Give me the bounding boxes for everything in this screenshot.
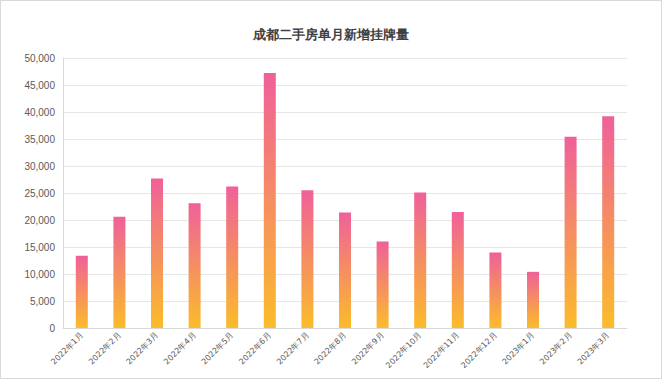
svg-text:2022年4月: 2022年4月 [162, 331, 198, 367]
svg-text:5,000: 5,000 [30, 296, 55, 307]
svg-text:30,000: 30,000 [24, 161, 55, 172]
svg-text:2023年3月: 2023年3月 [576, 331, 612, 367]
svg-text:2022年2月: 2022年2月 [87, 331, 123, 367]
svg-text:10,000: 10,000 [24, 269, 55, 280]
svg-text:2022年10月: 2022年10月 [384, 331, 423, 370]
svg-text:2022年11月: 2022年11月 [422, 331, 461, 370]
svg-text:成都二手房单月新增挂牌量: 成都二手房单月新增挂牌量 [252, 27, 409, 42]
svg-text:2022年6月: 2022年6月 [237, 331, 273, 367]
svg-text:20,000: 20,000 [24, 215, 55, 226]
svg-text:25,000: 25,000 [24, 188, 55, 199]
svg-text:2022年8月: 2022年8月 [313, 331, 349, 367]
svg-text:15,000: 15,000 [24, 242, 55, 253]
svg-text:35,000: 35,000 [24, 134, 55, 145]
svg-text:2023年2月: 2023年2月 [538, 331, 574, 367]
svg-text:2022年7月: 2022年7月 [275, 331, 311, 367]
svg-text:2023年1月: 2023年1月 [501, 331, 537, 367]
svg-text:2022年5月: 2022年5月 [200, 331, 236, 367]
svg-text:2022年12月: 2022年12月 [459, 331, 498, 370]
svg-text:2022年9月: 2022年9月 [350, 331, 386, 367]
svg-text:0: 0 [49, 323, 55, 334]
svg-text:50,000: 50,000 [24, 53, 55, 64]
svg-text:2022年3月: 2022年3月 [125, 331, 161, 367]
svg-text:2022年1月: 2022年1月 [49, 331, 85, 367]
svg-text:45,000: 45,000 [24, 80, 55, 91]
svg-text:40,000: 40,000 [24, 107, 55, 118]
